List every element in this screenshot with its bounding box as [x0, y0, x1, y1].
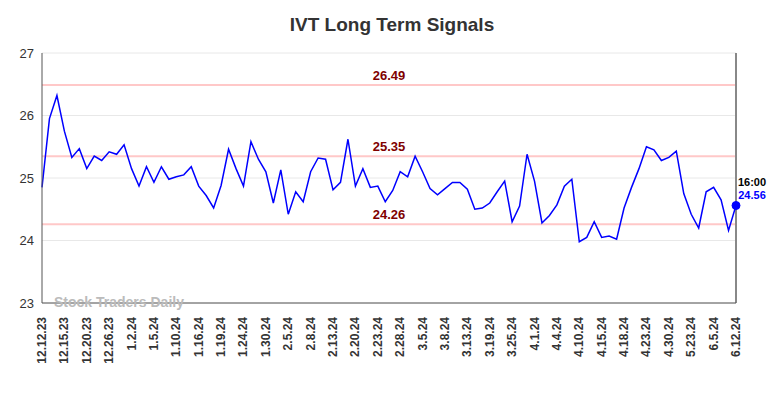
- svg-text:24.56: 24.56: [738, 189, 766, 201]
- svg-text:3.25.24: 3.25.24: [505, 317, 519, 357]
- svg-text:1.10.24: 1.10.24: [169, 317, 183, 357]
- svg-text:2.8.24: 2.8.24: [304, 317, 318, 351]
- svg-text:3.19.24: 3.19.24: [483, 317, 497, 357]
- svg-text:24.26: 24.26: [373, 207, 406, 222]
- svg-text:2.20.24: 2.20.24: [348, 317, 362, 357]
- svg-text:2.13.24: 2.13.24: [326, 317, 340, 357]
- svg-text:3.5.24: 3.5.24: [416, 317, 430, 351]
- svg-text:25: 25: [20, 171, 34, 186]
- svg-text:4.4.24: 4.4.24: [550, 317, 564, 351]
- svg-text:4.18.24: 4.18.24: [617, 317, 631, 357]
- svg-text:2.5.24: 2.5.24: [281, 317, 295, 351]
- svg-text:2.28.24: 2.28.24: [393, 317, 407, 357]
- svg-text:4.15.24: 4.15.24: [595, 317, 609, 357]
- svg-text:4.10.24: 4.10.24: [572, 317, 586, 357]
- svg-text:5.23.24: 5.23.24: [684, 317, 698, 357]
- svg-text:3.13.24: 3.13.24: [460, 317, 474, 357]
- svg-text:24: 24: [20, 233, 34, 248]
- svg-text:1.16.24: 1.16.24: [192, 317, 206, 357]
- svg-text:4.23.24: 4.23.24: [639, 317, 653, 357]
- svg-text:26: 26: [20, 108, 34, 123]
- svg-text:3.8.24: 3.8.24: [438, 317, 452, 351]
- svg-text:16:00: 16:00: [738, 176, 766, 188]
- svg-text:12.26.23: 12.26.23: [102, 317, 116, 364]
- svg-text:1.30.24: 1.30.24: [259, 317, 273, 357]
- svg-text:6.12.24: 6.12.24: [729, 317, 743, 357]
- svg-text:1.2.24: 1.2.24: [125, 317, 139, 351]
- svg-text:1.5.24: 1.5.24: [147, 317, 161, 351]
- svg-text:6.5.24: 6.5.24: [707, 317, 721, 351]
- svg-text:2.23.24: 2.23.24: [371, 317, 385, 357]
- svg-text:4.1.24: 4.1.24: [528, 317, 542, 351]
- svg-text:1.24.24: 1.24.24: [236, 317, 250, 357]
- html-text:IVT Long Term Signals: IVT Long Term Signals: [289, 14, 495, 35]
- svg-text:23: 23: [20, 296, 34, 311]
- svg-text:12.20.23: 12.20.23: [80, 317, 94, 364]
- svg-text:27: 27: [20, 46, 34, 61]
- svg-text:12.12.23: 12.12.23: [35, 317, 49, 364]
- svg-text:12.15.23: 12.15.23: [57, 317, 71, 364]
- svg-text:25.35: 25.35: [373, 139, 406, 154]
- html-text:Stock Traders Daily: Stock Traders Daily: [54, 294, 184, 310]
- svg-text:1.19.24: 1.19.24: [214, 317, 228, 357]
- svg-text:4.30.24: 4.30.24: [662, 317, 676, 357]
- svg-text:26.49: 26.49: [373, 68, 406, 83]
